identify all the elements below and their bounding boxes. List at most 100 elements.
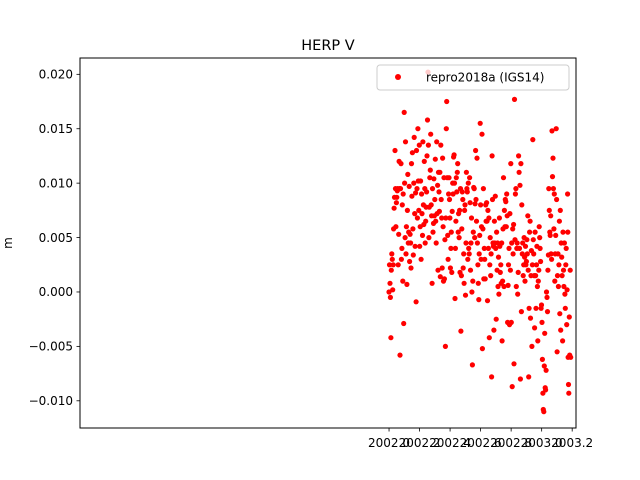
data-point xyxy=(486,335,492,341)
data-point xyxy=(515,269,521,275)
data-point xyxy=(393,200,399,206)
data-point xyxy=(527,315,534,321)
data-point xyxy=(415,126,421,132)
data-point xyxy=(461,280,467,286)
data-point xyxy=(444,98,450,105)
plot-area-frame xyxy=(79,57,577,429)
data-point xyxy=(511,361,517,367)
data-point xyxy=(403,251,409,257)
data-point xyxy=(465,180,471,186)
data-point xyxy=(453,218,459,224)
data-point xyxy=(504,191,510,197)
data-point xyxy=(402,180,408,186)
data-point xyxy=(477,232,483,238)
data-point xyxy=(491,327,497,333)
data-point xyxy=(433,240,439,246)
data-point xyxy=(543,387,549,393)
data-point xyxy=(556,218,563,224)
data-point xyxy=(404,281,410,287)
data-point xyxy=(427,175,433,181)
data-point xyxy=(554,349,560,355)
data-point xyxy=(561,240,568,246)
data-point xyxy=(487,262,493,268)
data-point xyxy=(401,320,407,327)
data-point xyxy=(455,161,461,167)
data-point xyxy=(525,213,531,219)
data-point xyxy=(445,256,451,262)
data-point xyxy=(421,158,427,164)
data-point xyxy=(412,243,418,249)
data-point xyxy=(549,174,556,180)
x-tick-label: 2002.6 xyxy=(460,436,502,450)
data-point xyxy=(399,202,405,208)
data-point xyxy=(520,273,526,279)
data-point xyxy=(539,319,545,325)
data-point xyxy=(424,117,431,123)
data-point xyxy=(401,109,407,115)
data-point xyxy=(408,161,415,167)
data-point xyxy=(542,330,548,336)
data-point xyxy=(446,191,452,197)
data-point xyxy=(459,189,465,195)
data-point xyxy=(530,137,536,143)
data-point xyxy=(478,256,484,262)
data-point xyxy=(501,283,507,290)
data-point xyxy=(568,354,574,360)
data-point xyxy=(454,189,460,195)
data-point xyxy=(411,134,417,140)
x-tick-label: 2002.8 xyxy=(490,436,532,450)
data-point xyxy=(473,147,479,154)
data-point xyxy=(529,262,536,268)
data-point xyxy=(554,273,561,279)
data-point xyxy=(526,305,532,311)
data-point xyxy=(387,294,393,300)
data-point xyxy=(434,139,440,145)
data-point xyxy=(511,96,518,102)
x-tick-label: 2003.2 xyxy=(551,436,593,450)
data-point xyxy=(431,176,437,182)
data-point xyxy=(407,258,413,265)
data-point xyxy=(475,280,481,286)
data-point xyxy=(448,245,454,251)
data-point xyxy=(534,283,541,290)
data-point xyxy=(537,235,543,241)
data-point xyxy=(445,232,451,238)
data-point xyxy=(563,245,569,251)
data-point xyxy=(446,196,453,203)
data-point xyxy=(472,201,478,207)
y-axis-label: m xyxy=(1,237,15,249)
data-point xyxy=(551,226,557,232)
data-point xyxy=(397,186,404,192)
data-point xyxy=(472,235,478,241)
data-point xyxy=(423,218,429,224)
data-point xyxy=(495,254,502,260)
data-point xyxy=(530,237,536,243)
data-point xyxy=(392,147,398,154)
data-point xyxy=(532,229,538,235)
data-point xyxy=(500,175,507,181)
data-point xyxy=(532,325,538,331)
data-point xyxy=(492,193,498,199)
data-point xyxy=(484,298,491,304)
data-point xyxy=(447,215,453,221)
data-point xyxy=(488,251,494,257)
data-point xyxy=(424,153,430,159)
data-point xyxy=(391,205,397,211)
data-point xyxy=(400,278,406,284)
data-point xyxy=(510,226,516,232)
data-point xyxy=(499,338,505,344)
data-point xyxy=(505,282,511,288)
data-point xyxy=(546,186,552,192)
data-point xyxy=(498,262,504,268)
data-point xyxy=(486,215,492,221)
data-point xyxy=(432,196,438,203)
data-point xyxy=(529,343,535,349)
data-point xyxy=(390,262,396,268)
data-point xyxy=(419,211,425,217)
data-point xyxy=(438,196,444,203)
data-points-layer xyxy=(386,69,574,415)
data-point xyxy=(541,409,547,415)
data-point xyxy=(485,245,491,251)
data-point xyxy=(565,191,571,197)
